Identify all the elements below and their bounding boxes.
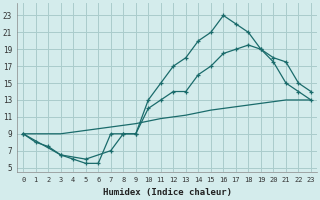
X-axis label: Humidex (Indice chaleur): Humidex (Indice chaleur) <box>102 188 232 197</box>
